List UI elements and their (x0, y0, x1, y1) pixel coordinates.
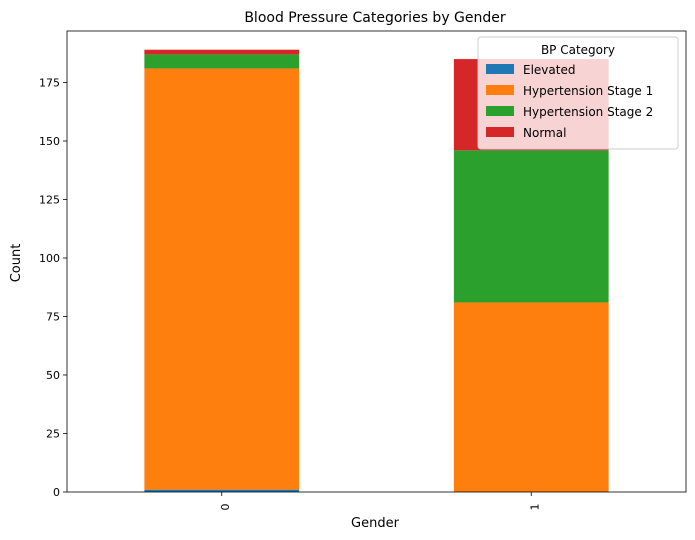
bar-normal-0 (144, 49, 300, 55)
bar-hypertension-stage-2-1 (453, 150, 609, 303)
y-tick-label: 150 (39, 135, 60, 148)
y-tick-label: 100 (39, 252, 60, 265)
x-tick-label: 1 (528, 504, 541, 511)
y-axis-label: Count (9, 244, 24, 283)
x-tick-label: 0 (219, 504, 232, 511)
legend-label: Normal (523, 126, 566, 140)
plot-frame (66, 30, 687, 493)
legend-swatch (486, 85, 514, 95)
y-tick-label: 0 (53, 486, 60, 499)
y-tick-label: 175 (39, 76, 60, 89)
legend: BP Category Elevated Hypertension Stage 1 H… (477, 36, 679, 150)
y-tick-label: 125 (39, 193, 60, 206)
legend-label: Hypertension Stage 1 (523, 84, 653, 98)
chart-title: Blood Pressure Categories by Gender (244, 10, 506, 26)
legend-swatch (486, 64, 514, 74)
legend-label: Hypertension Stage 2 (523, 105, 653, 119)
bar-elevated-0 (144, 489, 300, 492)
legend-label: Elevated (523, 63, 575, 77)
legend-swatch (486, 106, 514, 116)
legend-title: BP Category (541, 43, 615, 57)
bar-hypertension-stage-1-0 (144, 68, 300, 490)
bar-hypertension-stage-1-1 (453, 302, 609, 492)
legend-box (477, 36, 679, 150)
y-tick-label: 25 (46, 427, 60, 440)
y-tick-label: 50 (46, 369, 60, 382)
y-tick-label: 75 (46, 310, 60, 323)
bar-hypertension-stage-2-0 (144, 54, 300, 69)
legend-swatch (486, 127, 514, 137)
x-axis-label: Gender (351, 516, 400, 531)
